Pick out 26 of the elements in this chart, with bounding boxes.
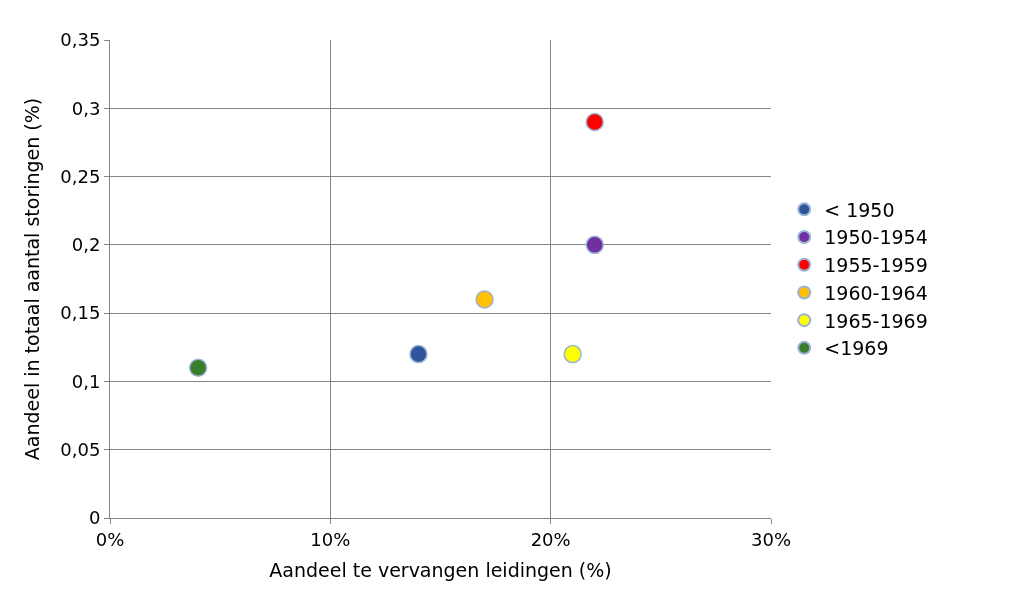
point: [585, 112, 604, 132]
legend-label: < 1950: [824, 198, 895, 221]
point: [563, 344, 582, 364]
point: [188, 358, 208, 378]
legend-label: 1950-1954: [824, 226, 928, 249]
y-tick-label: 0: [88, 507, 101, 529]
x-axis-title: Aandeel te vervangen leidingen (%): [269, 559, 612, 582]
y-tick-label: 0,05: [60, 439, 101, 461]
legend-label: 1960-1964: [824, 281, 928, 304]
y-axis-title: Aandeel in totaal aantal storingen (%): [21, 97, 44, 461]
point: [475, 290, 494, 309]
x-tick-label: 10%: [310, 528, 351, 550]
y-tick-label: 0,15: [60, 302, 101, 324]
legend-label: 1955-1959: [824, 254, 928, 277]
y-tick-label: 0,3: [71, 97, 101, 119]
legend-label: <1969: [824, 337, 889, 360]
x-tick-label: 20%: [530, 528, 571, 550]
y-tick-label: 0,1: [71, 370, 101, 392]
point: [585, 235, 604, 255]
x-tick-label: 0%: [95, 528, 125, 550]
legend-label: 1965-1969: [824, 309, 928, 332]
y-tick-label: 0,35: [60, 29, 101, 51]
y-tick-label: 0,2: [71, 234, 101, 256]
y-tick-label: 0,25: [60, 165, 101, 187]
point: [409, 344, 428, 364]
x-tick-label: 30%: [750, 528, 792, 550]
